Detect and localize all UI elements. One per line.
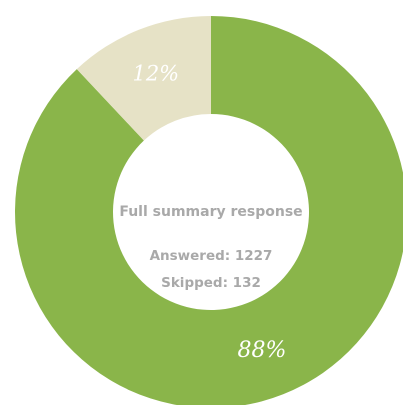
slice-labels: 12% 88% [132,62,286,364]
slice-answered [15,16,403,405]
center-text: Full summary response Answered: 1227 Ski… [119,204,302,291]
slice-label-answered: 88% [238,338,287,363]
slice-label-skipped: 12% [132,62,179,86]
center-title: Full summary response [119,204,302,220]
skipped-count-text: Skipped: 132 [161,275,261,291]
answered-count-text: Answered: 1227 [150,248,273,264]
slice-skipped [76,16,211,141]
donut-slices [15,16,403,405]
